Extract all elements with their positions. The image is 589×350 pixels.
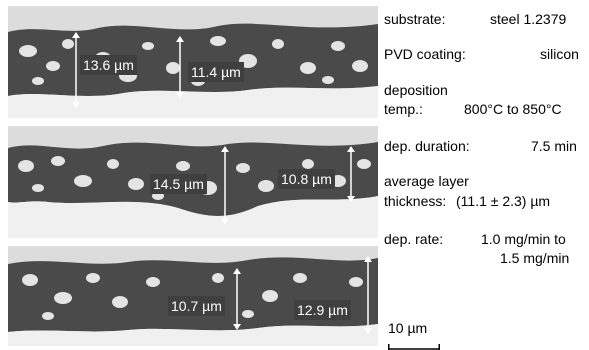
thickness-label: 14.5 µm <box>150 174 207 194</box>
rate-value-line1: 1.0 mg/min to <box>481 231 566 247</box>
thickness-label: 10.8 µm <box>278 169 335 189</box>
thickness-label-line2: thickness: <box>384 193 447 209</box>
scale-bar <box>388 337 440 350</box>
coating-value: silicon <box>540 46 579 62</box>
rate-value-line2: 1.5 mg/min <box>500 250 570 266</box>
deposition-parameters: substrate: steel 1.2379 PVD coating: sil… <box>384 0 589 350</box>
micrograph-middle: 14.5 µm 10.8 µm <box>8 126 378 238</box>
thickness-label-line1: average layer <box>384 173 469 189</box>
micrograph-bottom: 10.7 µm 12.9 µm <box>8 246 378 346</box>
thickness-label: 13.6 µm <box>80 55 137 75</box>
substrate-label: substrate: <box>384 11 446 27</box>
temp-label-line2: temp.: <box>384 101 423 117</box>
rate-label: dep. rate: <box>384 231 444 247</box>
coating-label: PVD coating: <box>384 46 466 62</box>
temp-label-line1: deposition <box>384 82 448 98</box>
thickness-value: (11.1 ± 2.3) µm <box>456 193 551 209</box>
duration-value: 7.5 min <box>531 138 577 154</box>
micrograph-bottom-image <box>8 246 378 346</box>
thickness-label: 10.7 µm <box>168 296 225 316</box>
micrograph-top: 13.6 µm 11.4 µm <box>8 6 378 118</box>
duration-label: dep. duration: <box>384 138 470 154</box>
scale-bar-label: 10 µm <box>388 320 428 336</box>
substrate-value: steel 1.2379 <box>490 11 567 27</box>
thickness-label: 12.9 µm <box>294 300 351 320</box>
temp-value: 800°C to 850°C <box>464 101 562 117</box>
micrograph-top-image <box>8 6 378 118</box>
thickness-label: 11.4 µm <box>188 62 244 82</box>
